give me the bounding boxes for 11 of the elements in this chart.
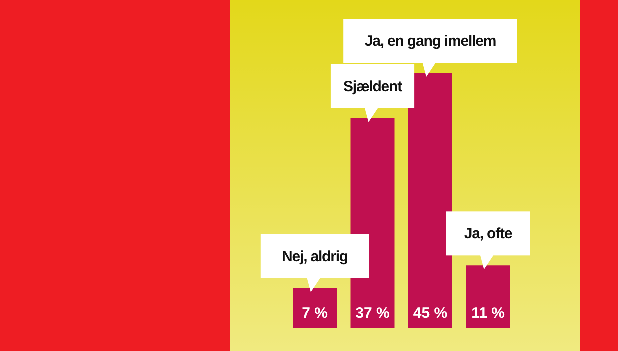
data-label: 45 % <box>413 305 448 322</box>
x-tick-label: Ja, en gang imellem <box>364 33 496 50</box>
bar <box>408 73 452 328</box>
bar <box>466 266 510 328</box>
x-tick-label: Ja, ofte <box>464 226 512 243</box>
x-tick-label: Sjældent <box>343 78 403 96</box>
data-label: 37 % <box>356 305 390 322</box>
bar <box>293 288 337 328</box>
data-label: 11 % <box>472 305 505 322</box>
data-label: 7 % <box>302 305 328 322</box>
x-tick-label: Nej, aldrig <box>282 248 348 266</box>
